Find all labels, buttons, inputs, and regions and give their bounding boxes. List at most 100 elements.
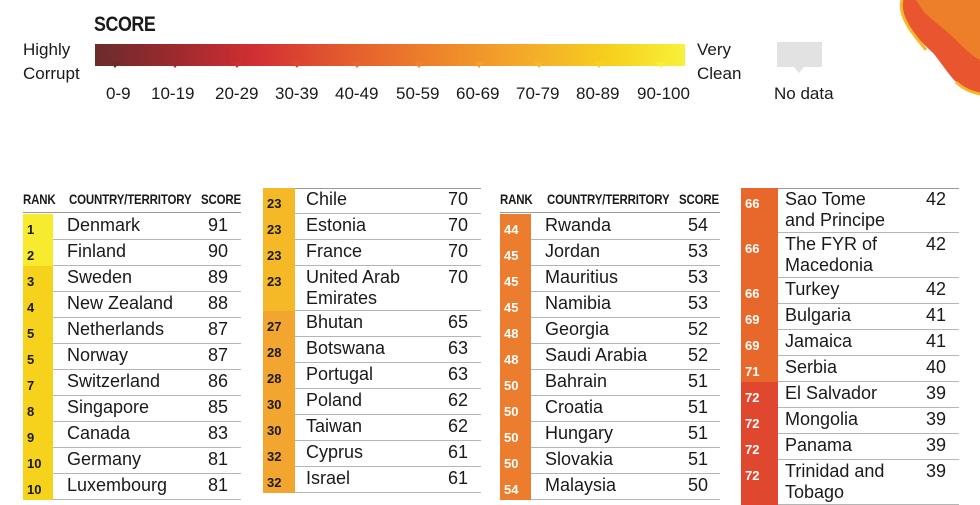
country-name-line: Croatia (545, 397, 604, 417)
rank-badge: 66 (741, 188, 778, 233)
rank-value: 28 (267, 345, 282, 360)
rank-badge: 54 (500, 474, 531, 500)
country-name-line: Sweden (67, 267, 133, 287)
row-divider (531, 265, 720, 266)
row-divider (531, 421, 720, 422)
score-value: 42 (925, 189, 946, 209)
row-divider (53, 421, 241, 422)
rank-value: 66 (745, 286, 760, 301)
country-name-line: Cyprus (306, 442, 364, 462)
row-divider (531, 499, 720, 500)
rank-badge: 23 (263, 188, 295, 214)
country-name: Luxembourg (67, 475, 167, 496)
country-name-line: Israel (306, 468, 351, 488)
score-value: 81 (207, 449, 228, 469)
country-name-line: Finland (67, 241, 127, 261)
legend-tick (474, 62, 484, 68)
score-value: 89 (207, 267, 228, 287)
country-name-line: Panama (785, 435, 853, 455)
rank-badge: 5 (23, 344, 53, 370)
rank-badge: 1 (23, 214, 53, 240)
row-divider (531, 343, 720, 344)
table-row: 72 Mongolia 39 (741, 408, 959, 434)
country-name-line: Luxembourg (67, 475, 168, 495)
country-name: Bahrain (545, 371, 607, 392)
header-score: SCORE (201, 191, 242, 207)
score-value: 70 (447, 189, 468, 209)
country-name-line: Chile (306, 189, 348, 209)
rank-value: 27 (267, 319, 282, 334)
country-name-line: Singapore (67, 397, 150, 417)
country-name-line: El Salvador (785, 383, 878, 403)
country-name: Namibia (545, 293, 611, 314)
row-divider (778, 232, 959, 233)
legend-right-label-1: Very (697, 40, 732, 59)
rank-badge: 28 (263, 337, 295, 363)
country-name: Hungary (545, 423, 613, 444)
country-name: Georgia (545, 319, 609, 340)
rank-value: 10 (27, 482, 42, 497)
table-row: 3 Sweden 89 (23, 266, 241, 292)
legend-range-label: 40-49 (335, 84, 379, 103)
rank-badge: 72 (741, 460, 778, 505)
row-divider (531, 447, 720, 448)
legend-right-label-2: Clean (697, 64, 742, 83)
score-value: 85 (207, 397, 228, 417)
rank-badge: 48 (500, 344, 531, 370)
country-name-line: New Zealand (67, 293, 174, 313)
row-divider (531, 473, 720, 474)
score-value: 51 (687, 423, 708, 443)
rank-value: 48 (504, 352, 519, 367)
country-name-line: Sao Tome (785, 189, 866, 209)
rank-value: 50 (504, 456, 519, 471)
score-value: 42 (925, 234, 946, 254)
country-name: Slovakia (545, 449, 613, 470)
rank-value: 3 (27, 274, 35, 289)
country-name-line: Switzerland (67, 371, 161, 391)
score-value: 39 (925, 435, 946, 455)
rank-badge: 4 (23, 292, 53, 318)
score-value: 70 (447, 267, 468, 287)
row-divider (778, 303, 959, 304)
rank-value: 48 (504, 326, 519, 341)
row-divider (53, 265, 241, 266)
legend-range-label: 70-79 (516, 84, 560, 103)
rank-badge: 30 (263, 389, 295, 415)
score-value: 90 (207, 241, 228, 261)
legend-left-label-1: Highly (23, 40, 71, 59)
table-row: 69 Bulgaria 41 (741, 304, 959, 330)
country-name-line: Germany (67, 449, 142, 469)
rank-value: 23 (267, 248, 282, 263)
rank-value: 8 (27, 404, 35, 419)
legend-tick (352, 62, 362, 68)
country-name: Croatia (545, 397, 603, 418)
row-divider (778, 433, 959, 434)
country-name-line: Hungary (545, 423, 614, 443)
table-row: 50 Hungary 51 (500, 422, 720, 448)
rank-badge: 30 (263, 415, 295, 441)
country-name: Bulgaria (785, 305, 851, 326)
table-row: 69 Jamaica 41 (741, 330, 959, 356)
rank-badge: 32 (263, 467, 295, 493)
score-value: 41 (925, 305, 946, 325)
table-row: 28 Portugal 63 (263, 363, 481, 389)
country-name: Switzerland (67, 371, 160, 392)
row-divider (295, 414, 481, 415)
table-row: 54 Malaysia 50 (500, 474, 720, 500)
country-name-line: Norway (67, 345, 129, 365)
table-row: 50 Bahrain 51 (500, 370, 720, 396)
score-value: 87 (207, 345, 228, 365)
score-value: 54 (687, 215, 708, 235)
score-value: 61 (447, 442, 468, 462)
score-value: 83 (207, 423, 228, 443)
score-value: 42 (925, 279, 946, 299)
table-row: 72 El Salvador 39 (741, 382, 959, 408)
country-name-line: Bhutan (306, 312, 364, 332)
legend-range-label: 60-69 (456, 84, 500, 103)
rank-value: 23 (267, 196, 282, 211)
rank-value: 5 (27, 326, 35, 341)
country-name: Estonia (306, 215, 366, 236)
legend-range-label: 20-29 (215, 84, 259, 103)
table-row: 32 Israel 61 (263, 467, 481, 493)
table-row: 50 Croatia 51 (500, 396, 720, 422)
